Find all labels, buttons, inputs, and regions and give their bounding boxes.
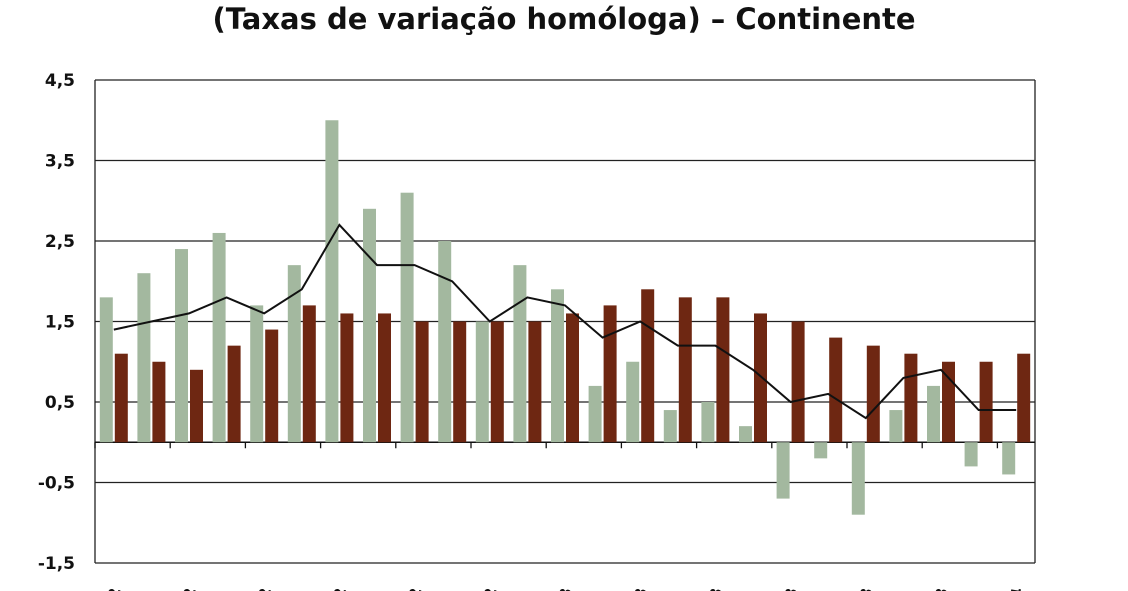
bar-series-1 xyxy=(99,297,113,443)
x-tick-label: 2 xyxy=(405,586,426,591)
bar-series-1 xyxy=(363,208,376,443)
bar-series-2 xyxy=(866,345,880,443)
x-tick-label: 2 xyxy=(330,586,351,591)
bar-series-1 xyxy=(663,410,677,443)
y-tick-label: 1,5 xyxy=(45,313,75,333)
x-tick-label: 2 xyxy=(480,586,501,591)
bar-series-2 xyxy=(791,321,805,443)
x-tick-label: 4 xyxy=(1006,586,1027,591)
bar-series-2 xyxy=(114,353,128,443)
bar-series-2 xyxy=(904,353,918,443)
x-tick-label: 2 xyxy=(254,586,275,591)
bar-series-2 xyxy=(415,321,429,443)
x-tick-label: 3 xyxy=(630,586,651,591)
bar-series-2 xyxy=(566,313,579,443)
y-tick-label: 2,5 xyxy=(45,232,75,252)
bar-series-1 xyxy=(551,289,564,443)
bar-series-1 xyxy=(287,265,301,443)
bar-series-2 xyxy=(678,297,692,443)
bar-series-1 xyxy=(212,232,226,443)
bar-series-1 xyxy=(175,249,188,443)
bar-series-1 xyxy=(137,273,151,443)
bar-series-2 xyxy=(641,289,655,443)
bar-series-1 xyxy=(889,410,903,443)
y-tick-label: 4,5 xyxy=(45,71,75,91)
bar-series-1 xyxy=(400,192,414,443)
y-tick-label: 0,5 xyxy=(45,393,75,413)
bar-series-1 xyxy=(325,120,339,443)
bar-series-2 xyxy=(528,321,542,443)
bar-series-1 xyxy=(475,321,489,443)
bar-series-1 xyxy=(927,385,940,443)
bar-series-1 xyxy=(814,442,828,459)
x-tick-label: 3 xyxy=(856,586,877,591)
x-tick-label: 2 xyxy=(179,586,200,591)
x-tick-label: 3 xyxy=(931,586,952,591)
line-series xyxy=(113,223,1017,420)
bar-series-2 xyxy=(227,345,241,443)
x-tick-label: 3 xyxy=(706,586,727,591)
y-tick-label: -0,5 xyxy=(38,474,75,494)
bar-series-1 xyxy=(588,385,602,443)
y-tick-label: 3,5 xyxy=(45,152,75,172)
bar-series-2 xyxy=(190,369,203,443)
bar-series-2 xyxy=(152,361,166,443)
bar-series-2 xyxy=(979,361,993,443)
bar-series-1 xyxy=(701,402,715,443)
bar-series-2 xyxy=(340,313,354,443)
bar-series-2 xyxy=(378,313,391,443)
bar-series-1 xyxy=(964,442,978,467)
bar-series-1 xyxy=(739,426,752,443)
chart-title: (Taxas de variação homóloga) – Continent… xyxy=(212,2,916,36)
bar-series-2 xyxy=(603,305,617,443)
bar-series-2 xyxy=(829,337,843,443)
bar-series-2 xyxy=(453,321,467,443)
bar-series-1 xyxy=(626,361,640,443)
bar-series-2 xyxy=(716,297,730,443)
bar-series-2 xyxy=(265,329,279,443)
bar-series-1 xyxy=(438,241,452,443)
bar-series-2 xyxy=(754,313,767,443)
x-tick-label: 3 xyxy=(781,586,802,591)
bar-series-2 xyxy=(302,305,316,443)
bar-series-1 xyxy=(776,442,790,499)
x-tick-label: 2 xyxy=(104,586,125,591)
bar-series-1 xyxy=(513,265,527,443)
bar-series-2 xyxy=(490,321,504,443)
bar-series-1 xyxy=(851,442,865,515)
bar-series-1 xyxy=(250,305,264,443)
x-tick-label: 3 xyxy=(555,586,576,591)
y-tick-label: -1,5 xyxy=(38,554,75,574)
bar-series-1 xyxy=(1002,442,1016,475)
bar-series-2 xyxy=(1017,353,1031,443)
